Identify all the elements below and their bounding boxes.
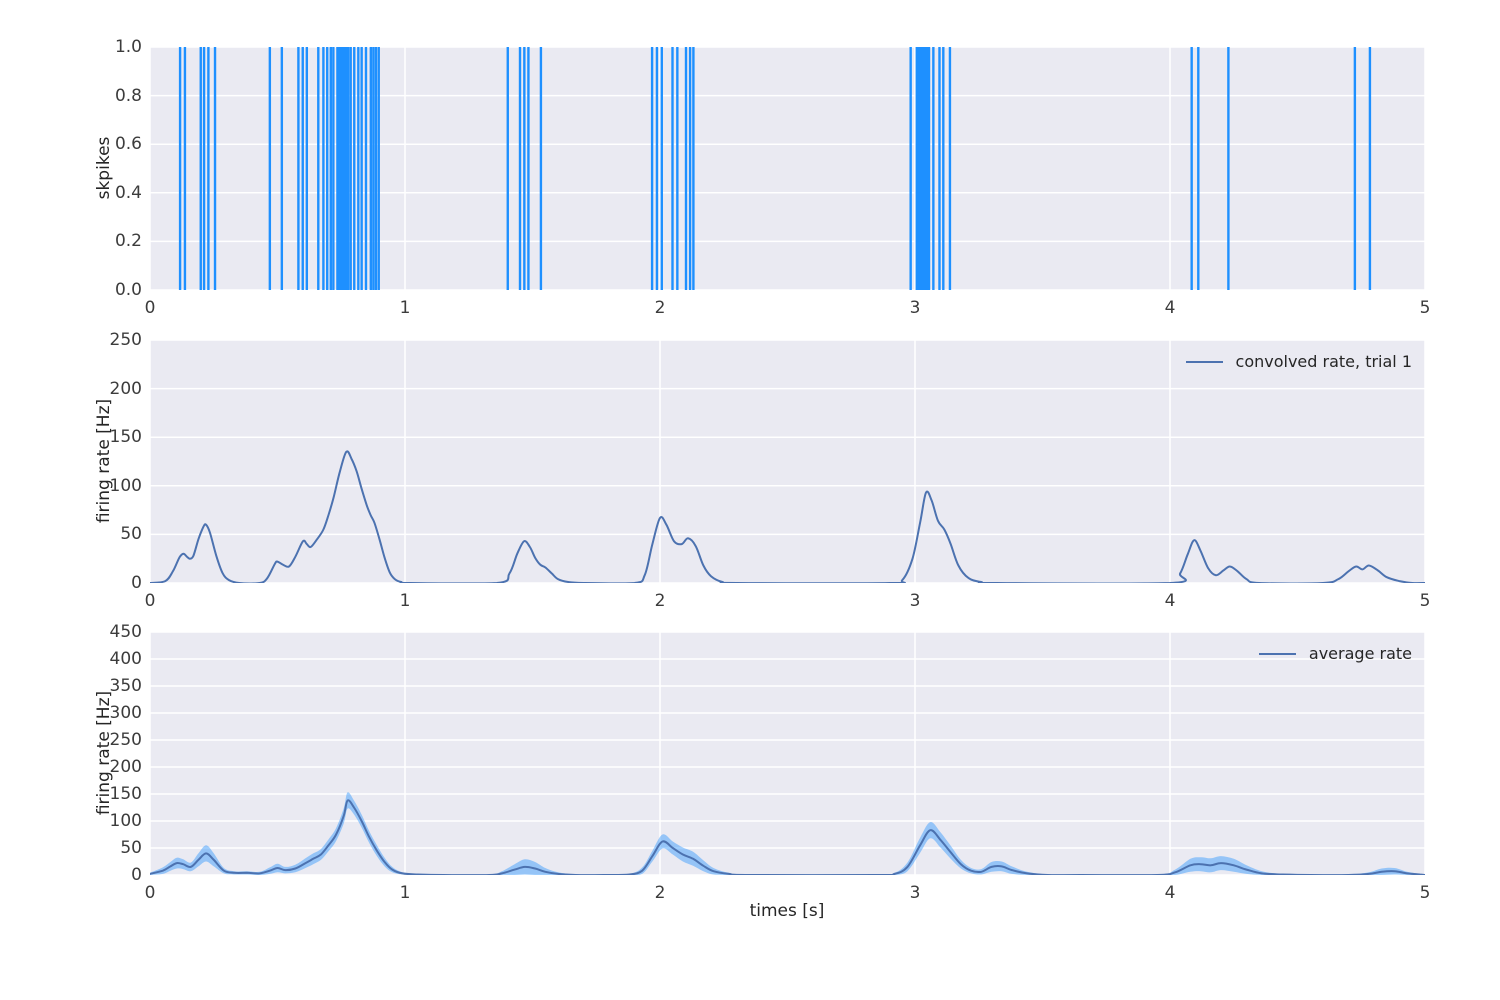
x-tick-label: 3 [909,591,921,611]
x-tick-label: 1 [399,883,411,903]
x-tick-label: 3 [909,883,921,903]
y-tick-label: 350 [109,676,142,696]
x-tick-label: 1 [399,298,411,318]
y-tick-label: 0.2 [114,231,142,252]
y-tick-label: 50 [120,838,142,858]
y-tick-label: 250 [109,730,142,750]
average-rate-plot [150,632,1425,875]
x-tick-label: 0 [144,591,156,611]
x-tick-label: 3 [909,298,921,318]
y-tick-label: 0.6 [114,134,142,155]
y-tick-label: 1.0 [114,37,142,57]
y-tick-label: 150 [109,427,142,448]
y-tick-label: 400 [109,649,142,669]
average-rate-curve [150,799,1425,875]
y-tick-label: 200 [109,757,142,777]
y-tick-label: 200 [109,378,142,399]
trial-rate-panel: convolved rate, trial 1 [150,340,1425,583]
x-axis-label-times: times [s] [749,901,825,921]
x-tick-label: 4 [1164,883,1176,903]
x-tick-label: 5 [1419,883,1431,903]
y-tick-label: 0.8 [114,85,142,106]
y-axis-label-firing-rate-trial: firing rate [Hz] [94,398,114,524]
spike-raster-panel [150,47,1425,290]
x-tick-label: 2 [654,591,666,611]
average-rate-panel: average rate [150,632,1425,875]
y-tick-label: 0.4 [114,182,142,203]
legend-line-swatch [1185,360,1223,363]
trial-rate-plot [150,340,1425,583]
y-tick-label: 0 [131,865,142,885]
legend-line-swatch [1258,652,1296,655]
legend-label-convolved-rate: convolved rate, trial 1 [1235,352,1412,371]
std-band [150,792,1425,875]
x-tick-label: 0 [144,298,156,318]
legend-average-rate: average rate [1258,644,1412,663]
x-tick-label: 4 [1164,591,1176,611]
y-tick-label: 0 [131,573,142,593]
x-tick-label: 2 [654,883,666,903]
x-tick-label: 1 [399,591,411,611]
x-tick-label: 5 [1419,591,1431,611]
legend-label-average-rate: average rate [1308,644,1412,663]
y-tick-label: 250 [109,330,142,350]
x-tick-label: 2 [654,298,666,318]
y-tick-label: 50 [120,524,142,545]
legend-convolved-rate: convolved rate, trial 1 [1185,352,1412,371]
y-tick-label: 0.0 [114,280,142,300]
y-tick-label: 150 [109,784,142,804]
x-tick-label: 4 [1164,298,1176,318]
x-tick-label: 0 [144,883,156,903]
spike-raster-plot [150,47,1425,290]
y-tick-label: 300 [109,703,142,723]
y-tick-label: 450 [109,622,142,642]
y-tick-label: 100 [109,811,142,831]
x-tick-label: 5 [1419,298,1431,318]
convolved-rate-curve [150,450,1425,583]
y-tick-label: 100 [109,475,142,496]
